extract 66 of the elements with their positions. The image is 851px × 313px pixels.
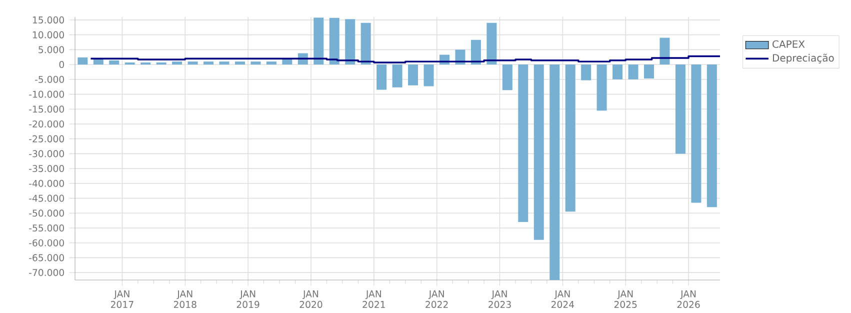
x-tick-label: JAN 2024 <box>551 290 574 308</box>
x-tick-label: JAN 2020 <box>300 290 322 308</box>
bar <box>172 62 182 65</box>
bar <box>675 64 686 154</box>
bar <box>534 64 544 240</box>
x-tick-label: JAN 2019 <box>236 290 260 308</box>
bar <box>644 64 654 79</box>
bar <box>204 62 214 65</box>
y-tick-label: -30.000 <box>29 150 64 158</box>
bar <box>314 18 324 65</box>
y-tick-label: -65.000 <box>29 254 64 262</box>
y-tick-label: -5.000 <box>35 76 64 83</box>
bar <box>612 64 623 80</box>
x-tick-label: JAN 2026 <box>677 290 700 308</box>
bar <box>596 64 607 111</box>
legend-label: Depreciação <box>772 54 834 64</box>
bar <box>188 62 198 65</box>
y-tick-label: -55.000 <box>29 224 64 232</box>
bar <box>156 62 166 65</box>
y-tick-label: -50.000 <box>29 210 64 217</box>
bar <box>581 64 592 80</box>
x-tick-label: JAN 2018 <box>174 290 196 308</box>
y-tick-label: -70.000 <box>29 269 64 276</box>
x-tick-label: JAN 2022 <box>426 290 448 308</box>
bar <box>660 38 670 65</box>
bar <box>250 62 261 65</box>
bar <box>424 64 434 86</box>
y-tick-label: 5.000 <box>38 46 64 54</box>
y-tick-label: 15.000 <box>33 16 64 24</box>
bar <box>565 64 576 212</box>
bar <box>345 19 356 65</box>
y-tick-label: -40.000 <box>29 180 64 187</box>
bar <box>124 62 135 65</box>
bar <box>628 64 638 80</box>
x-tick-label: JAN 2023 <box>488 290 511 308</box>
bar <box>234 62 245 65</box>
bar <box>706 64 717 208</box>
bar <box>502 64 512 90</box>
y-tick-label: -10.000 <box>29 90 64 98</box>
legend-label: CAPEX <box>772 40 805 48</box>
bar <box>140 62 151 65</box>
y-tick-label: -20.000 <box>29 120 64 128</box>
bar <box>266 62 276 65</box>
x-tick-label: JAN 2021 <box>362 290 385 308</box>
bar <box>376 64 387 90</box>
y-tick-label: -15.000 <box>29 106 64 113</box>
bar <box>78 57 88 65</box>
bar <box>470 40 481 65</box>
y-tick-label: -35.000 <box>29 165 64 172</box>
y-tick-label: -45.000 <box>29 194 64 202</box>
bar <box>691 64 702 203</box>
x-tick-label: JAN 2017 <box>111 290 134 308</box>
bar <box>518 64 528 222</box>
x-tick-label: JAN 2025 <box>614 290 637 308</box>
bar <box>109 60 120 65</box>
y-tick-label: 0 <box>59 61 64 68</box>
bar <box>360 22 371 65</box>
bar <box>219 62 230 65</box>
bar <box>392 64 402 88</box>
y-tick-label: -25.000 <box>29 135 64 142</box>
y-tick-label: 10.000 <box>33 31 64 38</box>
bar <box>486 22 497 65</box>
bar <box>329 18 340 65</box>
bar <box>550 64 560 280</box>
y-tick-label: -60.000 <box>29 239 64 246</box>
bar <box>408 64 418 86</box>
